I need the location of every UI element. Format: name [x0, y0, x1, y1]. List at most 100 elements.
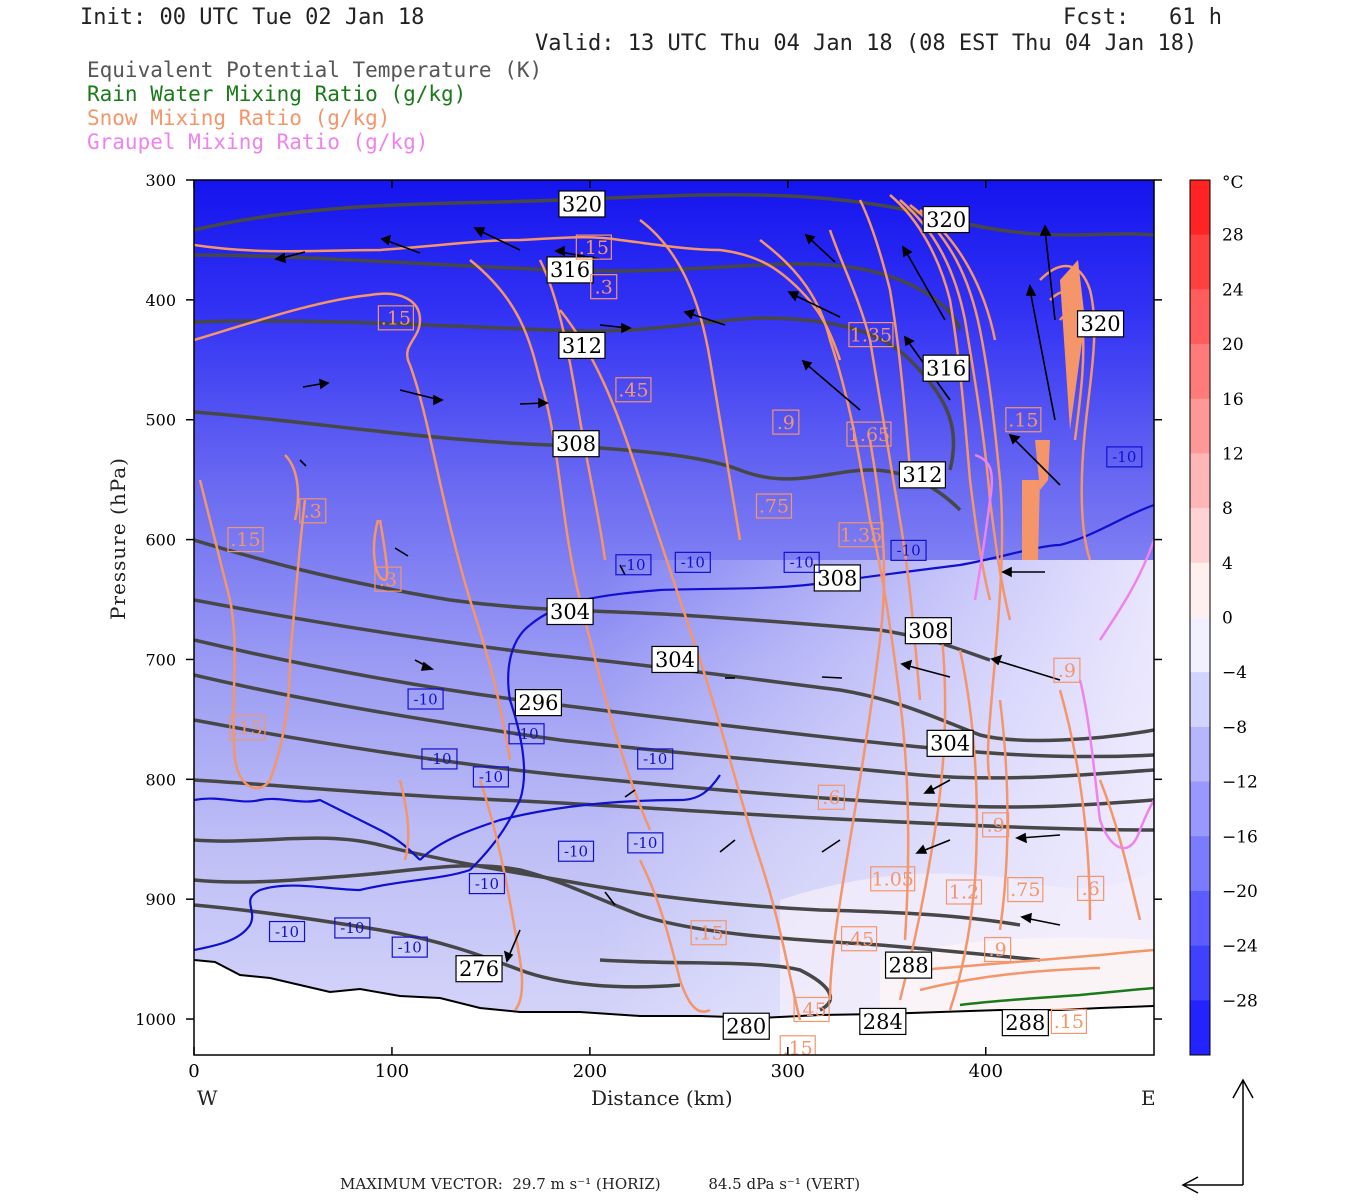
- colorbar-label: 4: [1222, 554, 1233, 574]
- temperature-label: -10: [681, 554, 705, 572]
- snow-label: .3: [304, 500, 322, 522]
- snow-label-box: [377, 305, 414, 331]
- snow-label: .75: [1010, 879, 1040, 901]
- colorbar-label: −24: [1222, 937, 1258, 957]
- snow-label-box: [945, 879, 983, 905]
- colorbar-frame: [1189, 179, 1211, 1056]
- colorbar-segment: [1190, 672, 1210, 728]
- colorbar-label: 12: [1222, 444, 1244, 464]
- colorbar-segment: [1190, 1000, 1210, 1056]
- snow-label: .9: [987, 815, 1005, 837]
- snow-label: .15: [694, 922, 724, 944]
- theta-e-label-box: [1076, 310, 1125, 338]
- max-vector-note: MAXIMUM VECTOR: 29.7 m s⁻¹ (HORIZ) 84.5 …: [340, 1175, 861, 1193]
- snow-label-box: [838, 522, 884, 548]
- y-tick-label: 400: [145, 291, 176, 310]
- snow-label-box: [374, 566, 402, 592]
- theta-e-label-box: [813, 564, 861, 592]
- colorbar-segment: [1190, 234, 1210, 290]
- colorbar-segment: [1190, 890, 1210, 947]
- snow-label: .15: [783, 1037, 813, 1059]
- temperature-label-box: [637, 748, 674, 770]
- snow-label: 1.2: [949, 882, 979, 904]
- temperature-label: -10: [1112, 448, 1136, 466]
- colorbar-segment: [1190, 508, 1210, 564]
- snow-label-box: [793, 996, 830, 1023]
- temperature-label: -10: [475, 875, 499, 893]
- temperature-label-box: [391, 936, 428, 958]
- y-tick-label: 600: [145, 531, 176, 550]
- colorbar-segment: [1190, 836, 1210, 892]
- temperature-label-box: [508, 723, 545, 745]
- temperature-label: -10: [427, 750, 451, 768]
- snow-label: .15: [579, 237, 609, 259]
- colorbar-segment: [1190, 617, 1210, 673]
- snow-label: .45: [844, 928, 874, 950]
- snow-label: .15: [381, 307, 411, 329]
- snow-label: 1.05: [872, 868, 914, 890]
- theta-e-label: 296: [518, 691, 558, 715]
- valid-time: Valid: 13 UTC Thu 04 Jan 18 (08 EST Thu …: [535, 31, 1198, 56]
- plot-frame: [193, 179, 1155, 1056]
- colorbar-segment: [1190, 945, 1210, 1001]
- legend-theta-e: Equivalent Potential Temperature (K): [87, 58, 543, 82]
- temperature-label-box: [557, 840, 595, 862]
- temperature-label-box: [472, 766, 510, 788]
- colorbar-segment: [1190, 344, 1210, 400]
- forecast-hour: Fcst: 61 h: [1063, 5, 1222, 30]
- theta-e-label-box: [546, 256, 594, 284]
- colorbar-unit: °C: [1222, 173, 1244, 193]
- snow-label: .9: [777, 412, 795, 434]
- colorbar-label: 20: [1222, 335, 1244, 355]
- snow-label-box: [817, 784, 845, 810]
- y-tick-label: 900: [145, 890, 176, 909]
- colorbar-segment: [1190, 453, 1210, 509]
- theta-e-label: 276: [459, 957, 499, 981]
- snow-label-box: [984, 936, 1012, 963]
- y-tick-label: 700: [145, 650, 176, 669]
- colorbar-segment: [1190, 289, 1210, 345]
- theta-e-label-box: [926, 729, 974, 757]
- snow-label: 1.65: [848, 424, 890, 446]
- snow-label-box: [615, 377, 652, 403]
- theta-e-label: 312: [562, 334, 602, 358]
- legend-rain: Rain Water Mixing Ratio (g/kg): [87, 82, 467, 106]
- temperature-label: -10: [896, 542, 920, 560]
- colorbar-label: 8: [1222, 499, 1233, 519]
- snow-label: .45: [618, 379, 648, 401]
- theta-e-label-box: [514, 689, 563, 717]
- x-tick-label: 400: [969, 1061, 1003, 1082]
- theta-e-label: 308: [817, 566, 857, 590]
- snow-label: .6: [1082, 878, 1100, 900]
- theta-e-label-box: [859, 1007, 907, 1036]
- snow-label: .75: [759, 496, 789, 518]
- snow-label: 1.35: [840, 524, 882, 546]
- snow-label-box: [772, 409, 800, 435]
- temperature-label: -10: [414, 690, 438, 708]
- snow-label: .15: [232, 717, 262, 739]
- snow-label-box: [870, 866, 916, 892]
- temperature-label: -10: [398, 938, 422, 956]
- theta-e-label: 320: [926, 208, 966, 232]
- snow-label-box: [1050, 1008, 1087, 1035]
- colorbar-label: −16: [1222, 827, 1258, 847]
- snow-label: .15: [1008, 409, 1038, 431]
- snow-label-box: [229, 715, 266, 741]
- snow-label-box: [1007, 876, 1044, 903]
- snow-label-box: [1005, 407, 1042, 433]
- snow-label-box: [575, 234, 612, 260]
- snow-label: .9: [989, 939, 1007, 961]
- theta-e-label: 304: [550, 600, 590, 624]
- colorbar-label: −4: [1222, 663, 1247, 683]
- temperature-label-box: [615, 554, 652, 576]
- temperature-label-box: [627, 832, 664, 854]
- snow-label-box: [982, 812, 1010, 838]
- theta-e-label-box: [558, 190, 606, 218]
- theta-e-label: 304: [930, 732, 970, 756]
- colorbar-segment: [1190, 398, 1210, 454]
- theta-e-label-box: [922, 205, 970, 234]
- y-tick-label: 800: [145, 770, 176, 789]
- snow-label-box: [1053, 657, 1081, 683]
- y-tick-label: 1000: [135, 1010, 176, 1029]
- x-tick-label: 300: [771, 1061, 805, 1082]
